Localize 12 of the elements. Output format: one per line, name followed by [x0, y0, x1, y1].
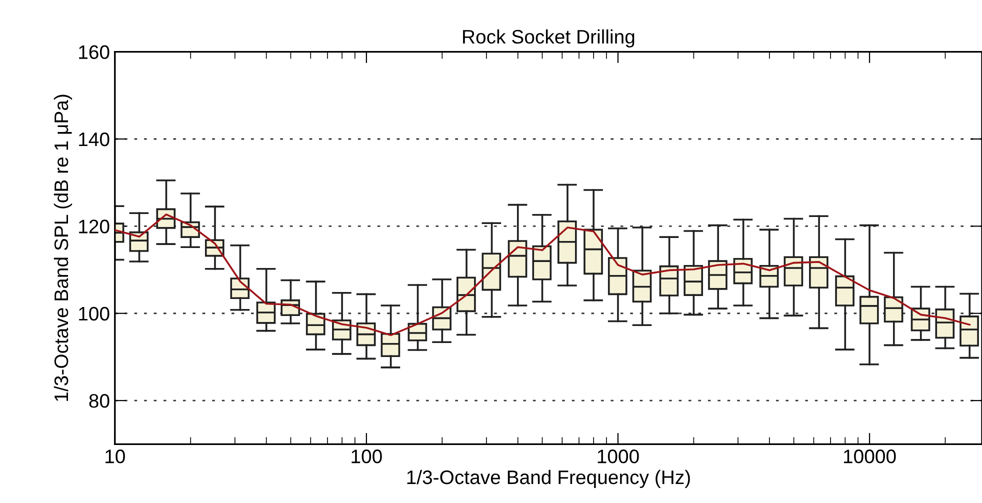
- y-tick-label: 80: [89, 394, 110, 408]
- y-axis-title: 1/3-Octave Band SPL (dB re 1 μPa): [54, 94, 72, 401]
- x-tick-label: 10: [106, 450, 125, 464]
- y-tick-label: 160: [79, 45, 110, 60]
- y-tick-label: 100: [79, 306, 110, 321]
- chart-title: Rock Socket Drilling: [463, 29, 634, 48]
- y-tick-label: 140: [79, 132, 110, 146]
- x-tick-label: 1000: [598, 450, 639, 464]
- x-axis-title: 1/3-Octave Band Frequency (Hz): [407, 470, 690, 488]
- x-tick-label: 100: [352, 450, 382, 464]
- y-tick-label: 120: [79, 220, 110, 234]
- x-tick-label: 10000: [844, 450, 896, 464]
